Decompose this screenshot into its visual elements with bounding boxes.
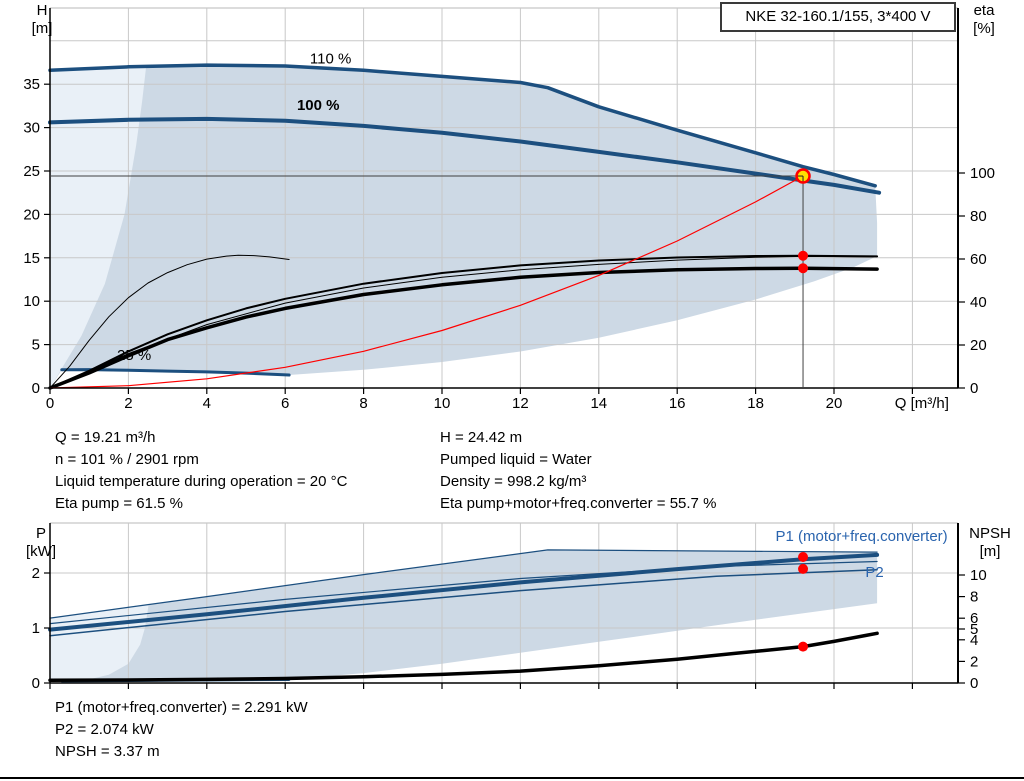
op-dot-eta-total <box>798 263 809 274</box>
npsh-curve <box>48 631 879 683</box>
tick-label: 15 <box>23 250 40 267</box>
op-dot-npsh <box>798 641 809 652</box>
tick-label: 16 <box>669 395 686 412</box>
npsh-axis-symbol: NPSH <box>969 525 1011 542</box>
operating-point-info-left: Q = 19.21 m³/h n = 101 % / 2901 rpm Liqu… <box>55 427 347 515</box>
tick-label: 18 <box>747 395 764 412</box>
tick-label: 2 <box>124 395 132 412</box>
tick-label: 8 <box>970 589 978 606</box>
tick-label: 60 <box>970 251 987 268</box>
npsh-axis-unit: [m] <box>979 543 1001 560</box>
info-density: Density = 998.2 kg/m³ <box>440 473 587 490</box>
tick-label: 6 <box>281 395 289 412</box>
info-p2: P2 = 2.074 kW <box>55 721 154 738</box>
bottom-divider <box>0 777 1024 779</box>
min-flow-region <box>50 67 146 388</box>
tick-label: 0 <box>970 675 978 692</box>
tick-label: 0 <box>32 380 40 397</box>
power-info-block: P1 (motor+freq.converter) = 2.291 kW P2 … <box>55 697 308 763</box>
tick-label: 40 <box>970 294 987 311</box>
head-axis-unit: [m] <box>31 20 53 37</box>
tick-label: 0 <box>46 395 54 412</box>
op-dot-p1 <box>798 551 809 562</box>
tick-label: 20 <box>970 337 987 354</box>
tick-label: 5 <box>32 337 40 354</box>
info-speed: n = 101 % / 2901 rpm <box>55 451 199 468</box>
tick-label: 10 <box>434 395 451 412</box>
head-curve-110pct <box>48 63 877 188</box>
tick-label: 8 <box>359 395 367 412</box>
p1-curve-110pct <box>49 549 878 619</box>
head-axis-title: H [m] <box>22 2 62 38</box>
tick-label: 1 <box>32 620 40 637</box>
info-eta-pump: Eta pump = 61.5 % <box>55 495 183 512</box>
op-dot-eta-pump <box>798 250 809 261</box>
power-npsh-chart: 0 1 2 0 2 456 8 10 P1 (motor+freq.converter) P2 <box>32 522 987 692</box>
tick-label: 12 <box>512 395 529 412</box>
tick-label: 2 <box>970 653 978 670</box>
info-liquid-temp: Liquid temperature during operation = 20… <box>55 473 348 490</box>
eta-pump-bundle-line <box>49 255 874 389</box>
eta-25pct-curve <box>49 254 290 389</box>
info-h: H = 24.42 m <box>440 429 523 446</box>
head-axis-symbol: H <box>36 2 48 19</box>
eta-total-curve <box>48 266 879 390</box>
tick-label: 4 <box>970 632 978 649</box>
tick-label: 30 <box>23 120 40 137</box>
pump-title-box: NKE 32-160.1/155, 3*400 V <box>720 2 956 32</box>
tick-label: 4 <box>203 395 211 412</box>
tick-label: 20 <box>23 206 40 223</box>
tick-label: 35 <box>23 76 40 93</box>
operating-point-info-right: H = 24.42 m Pumped liquid = Water Densit… <box>440 427 716 515</box>
tick-label: 25 % <box>117 347 151 364</box>
tick-label: 6 <box>970 610 978 627</box>
tick-label: 2 <box>32 565 40 582</box>
tick-label: 80 <box>970 208 987 225</box>
info-q: Q = 19.21 m³/h <box>55 429 156 446</box>
info-npsh: NPSH = 3.37 m <box>55 743 160 760</box>
eta-axis-unit: [%] <box>973 20 995 37</box>
info-eta-total: Eta pump+motor+freq.converter = 55.7 % <box>440 495 717 512</box>
tick-label: 5 <box>970 621 978 638</box>
tick-label: 100 % <box>297 97 340 114</box>
p2-curve-110pct <box>49 560 878 625</box>
power-axis-unit: [kW] <box>26 543 56 560</box>
power-envelope <box>50 549 878 682</box>
eta-axis-title: eta [%] <box>962 2 1006 38</box>
tick-label: 10 <box>23 293 40 310</box>
npsh-axis-title: NPSH [m] <box>960 525 1020 561</box>
operating-envelope <box>50 65 878 388</box>
tick-label: 14 <box>590 395 607 412</box>
op-dot-p2 <box>798 563 809 574</box>
eta-pump-curve <box>49 254 879 389</box>
tick-label: P1 (motor+freq.converter) <box>776 528 948 545</box>
tick-label: 0 <box>970 380 978 397</box>
info-pumped-liquid: Pumped liquid = Water <box>440 451 592 468</box>
p2-curve <box>49 568 878 637</box>
eta-axis-symbol: eta <box>973 2 995 19</box>
tick-label: P2 <box>865 564 883 581</box>
info-p1: P1 (motor+freq.converter) = 2.291 kW <box>55 699 308 716</box>
power-axis-symbol: P <box>35 525 46 542</box>
tick-label: 0 <box>32 675 40 692</box>
tick-label: 110 % <box>310 50 351 67</box>
tick-label: 10 <box>970 567 987 584</box>
tick-label: 20 <box>826 395 843 412</box>
tick-label: 100 <box>970 165 995 182</box>
tick-label: 25 <box>23 163 40 180</box>
system-curve <box>49 175 804 389</box>
head-flow-chart: 0 2 4 6 8 10 12 14 16 18 20 Q [m³/h] 0 5 10 15 20 25 30 35 0… <box>23 7 995 412</box>
power-axis-title: P [kW] <box>16 525 66 561</box>
op-marker-ring <box>795 168 811 184</box>
tick-label: Q [m³/h] <box>895 395 949 412</box>
